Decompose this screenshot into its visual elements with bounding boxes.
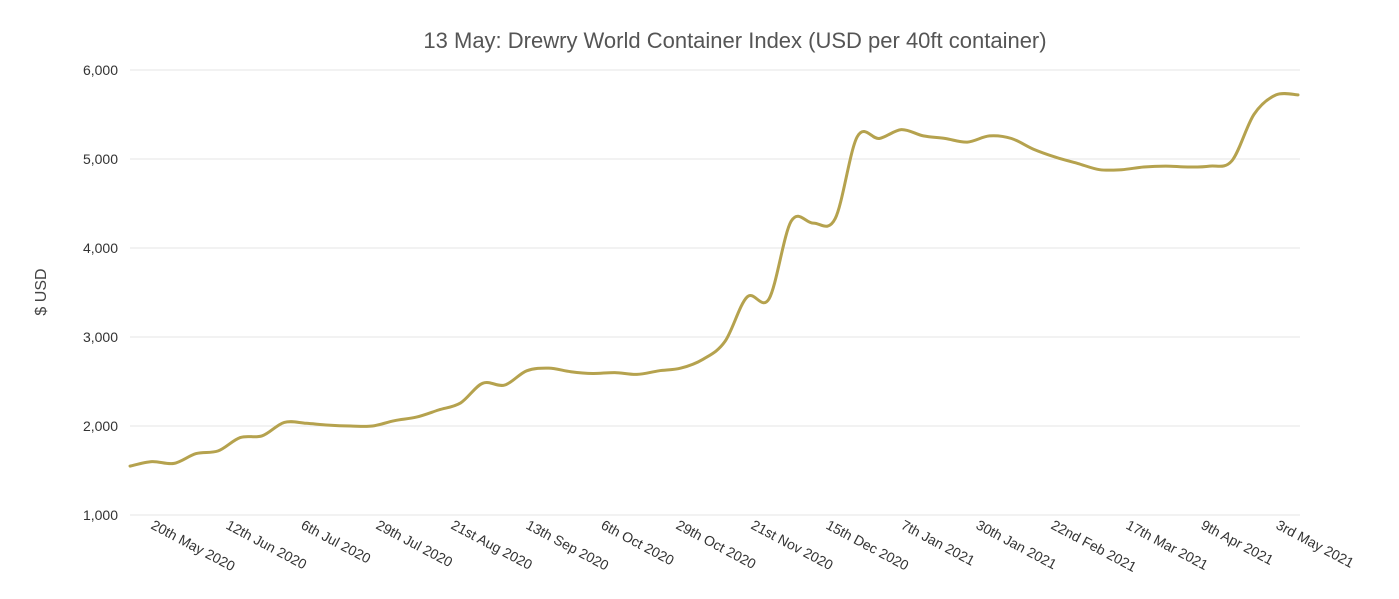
x-tick-label: 29th Jul 2020 xyxy=(374,517,456,571)
data-point xyxy=(1274,92,1279,97)
data-point xyxy=(1031,147,1036,152)
x-tick-label: 9th Apr 2021 xyxy=(1199,517,1277,569)
x-tick-label: 29th Oct 2020 xyxy=(674,517,759,573)
data-point xyxy=(304,421,309,426)
data-point xyxy=(568,369,573,374)
x-tick-label: 13th Sep 2020 xyxy=(524,517,612,574)
data-point xyxy=(855,134,860,139)
data-point xyxy=(987,133,992,138)
data-point xyxy=(1163,164,1168,169)
x-tick-label: 21st Aug 2020 xyxy=(449,517,536,573)
data-point xyxy=(656,368,661,373)
data-point xyxy=(1229,158,1234,163)
x-tick-label: 21st Nov 2020 xyxy=(749,517,836,574)
y-tick-label: 4,000 xyxy=(83,240,118,256)
data-point xyxy=(833,216,838,221)
series-layer xyxy=(128,91,1301,469)
data-point xyxy=(216,448,221,453)
x-tick-label: 3rd May 2021 xyxy=(1274,517,1357,571)
grid-layer xyxy=(130,69,1300,516)
y-tick-label: 1,000 xyxy=(83,507,118,523)
data-point xyxy=(1009,136,1014,141)
data-point xyxy=(745,295,750,300)
data-point xyxy=(590,371,595,376)
data-point xyxy=(480,381,485,386)
data-point xyxy=(678,366,683,371)
data-point xyxy=(326,423,331,428)
y-axis-label: $ USD xyxy=(33,268,50,315)
data-point xyxy=(1053,155,1058,160)
data-point xyxy=(811,221,816,226)
data-point xyxy=(150,459,155,464)
data-point xyxy=(1141,165,1146,170)
y-tick-label: 3,000 xyxy=(83,329,118,345)
data-point xyxy=(414,415,419,420)
data-point xyxy=(943,136,948,141)
data-point xyxy=(348,424,353,429)
data-point xyxy=(260,433,265,438)
data-point xyxy=(1251,112,1256,117)
data-point xyxy=(1207,164,1212,169)
data-point xyxy=(1097,167,1102,172)
data-point xyxy=(458,400,463,405)
data-point xyxy=(128,464,133,469)
data-point xyxy=(899,127,904,132)
data-point xyxy=(701,357,706,362)
data-point xyxy=(767,296,772,301)
data-point xyxy=(238,435,243,440)
x-tick-label: 12th Jun 2020 xyxy=(224,517,310,573)
data-point xyxy=(723,339,728,344)
data-point xyxy=(524,368,529,373)
data-point xyxy=(282,420,287,425)
data-point xyxy=(1185,165,1190,170)
data-point xyxy=(877,136,882,141)
x-tick-label: 20th May 2020 xyxy=(149,517,238,575)
data-point xyxy=(172,461,177,466)
x-tick-label: 6th Jul 2020 xyxy=(299,517,374,567)
x-tick-label: 30th Jan 2021 xyxy=(974,517,1060,573)
data-point xyxy=(612,370,617,375)
y-tick-label: 5,000 xyxy=(83,151,118,167)
data-point xyxy=(921,133,926,138)
chart-title: 13 May: Drewry World Container Index (US… xyxy=(423,28,1046,53)
data-point xyxy=(546,366,551,371)
data-point xyxy=(789,219,794,224)
data-point xyxy=(1075,161,1080,166)
data-point xyxy=(194,451,199,456)
data-point xyxy=(965,140,970,145)
series-line xyxy=(128,91,1300,468)
data-point xyxy=(392,418,397,423)
x-tick-label: 15th Dec 2020 xyxy=(824,517,912,574)
data-point xyxy=(1119,167,1124,172)
data-point xyxy=(370,424,375,429)
data-point xyxy=(634,372,639,377)
y-tick-label: 2,000 xyxy=(83,418,118,434)
data-point xyxy=(1296,92,1301,97)
y-tick-label: 6,000 xyxy=(83,62,118,78)
data-point xyxy=(502,383,507,388)
y-tick-labels: 1,000 2,000 3,000 4,000 5,000 6,000 xyxy=(83,62,118,523)
data-point xyxy=(436,408,441,413)
